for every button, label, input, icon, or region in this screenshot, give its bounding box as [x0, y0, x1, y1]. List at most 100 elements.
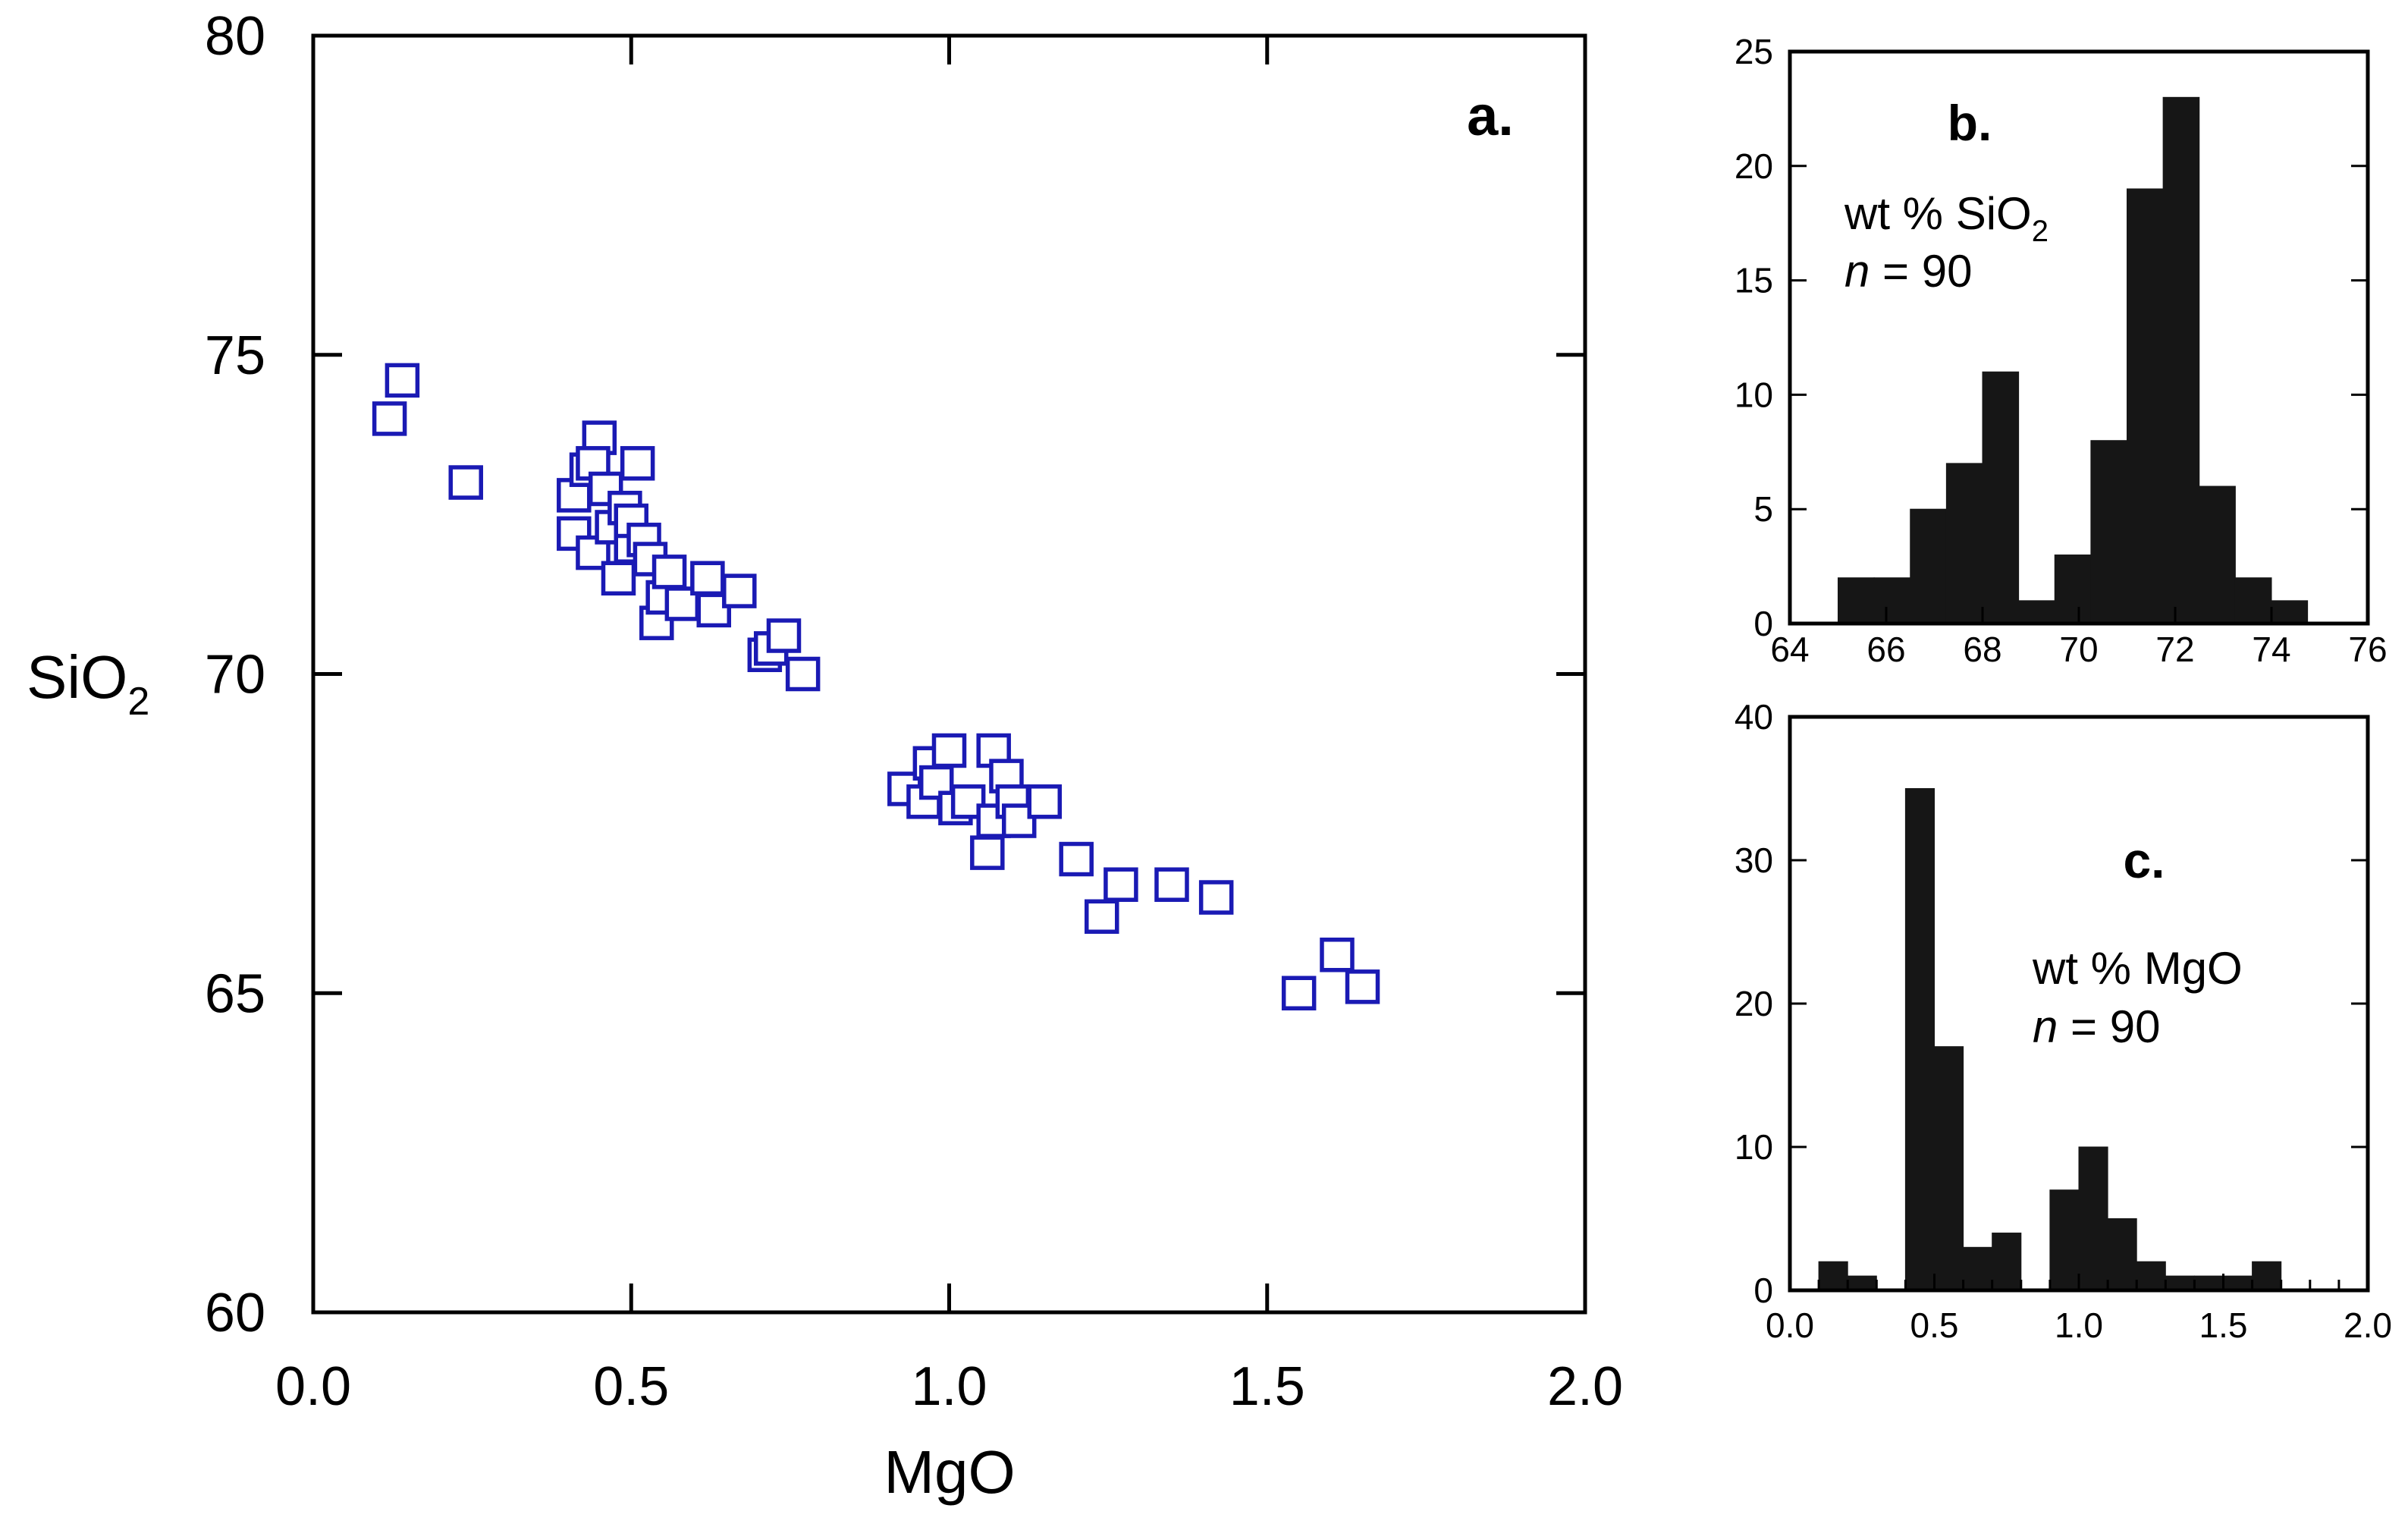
histogram-x-tick-label: 74: [2252, 630, 2290, 669]
scatter-y-tick-label: 65: [205, 963, 265, 1024]
histogram-y-tick-label: 10: [1735, 375, 1773, 414]
scatter-point-24: [722, 573, 757, 608]
scatter-point-36: [970, 835, 1005, 870]
scatter-point-0: [372, 401, 407, 436]
scatter-x-tick-label: 1.0: [911, 1356, 987, 1417]
histogram-bar-8: [2049, 1189, 2080, 1291]
histogram-b-y-tick-labels: 0 5 10 15 20 25: [1735, 32, 1773, 643]
scatter-plot-frame: [311, 33, 1587, 1315]
histogram-b-ticks: [1788, 50, 2369, 625]
scatter-point-50: [1345, 969, 1380, 1004]
histogram-bar-4: [1934, 1046, 1964, 1291]
scatter-point-22: [690, 561, 725, 596]
histogram-bar-8: [2127, 188, 2164, 624]
scatter-y-axis-label: SiO2: [27, 643, 149, 724]
y-label-main: SiO: [27, 643, 127, 711]
scatter-point-42: [1027, 784, 1063, 819]
y-label-subscript: 2: [127, 680, 149, 724]
scatter-y-tick-label: 70: [205, 645, 265, 705]
scatter-point-2: [448, 465, 483, 500]
histogram-bar-1: [1873, 577, 1911, 624]
histogram-x-tick-label: 1.5: [2199, 1305, 2248, 1345]
scatter-point-6: [576, 535, 611, 570]
histogram-bar-4: [1982, 371, 2020, 624]
histogram-x-tick-label: 72: [2155, 630, 2194, 669]
scatter-y-tick-label: 80: [205, 6, 265, 67]
histogram-y-tick-label: 20: [1735, 984, 1773, 1023]
histogram-bar-12: [2271, 600, 2309, 624]
histogram-bar-6: [2054, 555, 2092, 624]
scatter-point-41: [1001, 803, 1037, 838]
histogram-bar-9: [2162, 96, 2200, 624]
scatter-point-44: [1084, 899, 1119, 935]
scatter-point-20: [651, 555, 687, 589]
histogram-c-y-tick-labels: 0 10 20 30 40: [1735, 697, 1773, 1310]
histogram-bars-mgo: [1818, 788, 2282, 1291]
scatter-x-tick-label: 0.5: [593, 1356, 669, 1417]
histogram-y-tick-label: 5: [1753, 489, 1773, 529]
histogram-bar-7: [2090, 440, 2127, 624]
scatter-y-tick-label: 75: [205, 325, 265, 386]
scatter-point-1: [385, 363, 420, 398]
scatter-y-tick-labels: 60 65 70 75 80: [205, 6, 265, 1343]
scatter-point-15: [620, 446, 655, 481]
histogram-x-tick-label: 76: [2348, 630, 2387, 669]
scatter-point-4: [557, 516, 592, 551]
scatter-point-11: [601, 561, 636, 596]
histogram-y-tick-label: 20: [1735, 146, 1773, 186]
scatter-x-axis-label: MgO: [884, 1438, 1015, 1506]
histogram-x-tick-label: 64: [1770, 630, 1809, 669]
histogram-bar-11: [2234, 577, 2272, 624]
histogram-c-count-label: n = 90: [2033, 1001, 2161, 1052]
histogram-bar-11: [2136, 1261, 2166, 1291]
histogram-b-count-label: n = 90: [1844, 246, 1973, 297]
histogram-bar-0: [1818, 1261, 1848, 1291]
scatter-point-47: [1198, 880, 1234, 915]
panel-label-c: c.: [2123, 832, 2165, 888]
histogram-x-tick-label: 0.5: [1910, 1305, 1959, 1345]
scatter-x-tick-labels: 0.0 0.5 1.0 1.5 2.0: [275, 1356, 1623, 1417]
panel-label-a: a.: [1467, 84, 1514, 147]
panel-label-b: b.: [1948, 95, 1992, 151]
histogram-bar-15: [2252, 1261, 2282, 1291]
histogram-bar-13: [2193, 1275, 2224, 1291]
histogram-c-x-tick-labels: 0.0 0.5 1.0 1.5 2.0: [1766, 1305, 2392, 1345]
scatter-point-45: [1104, 867, 1138, 902]
annotation-b-n: n: [1844, 246, 1870, 297]
histogram-x-tick-label: 2.0: [2344, 1305, 2392, 1345]
scatter-x-tick-label: 1.5: [1229, 1356, 1305, 1417]
histogram-panel-b: 64 66 68 70 72 74 76 0 5 10 15 20 25 b. wt % SiO2 n…: [1735, 32, 2388, 669]
histogram-b-variable-label: wt % SiO2: [1844, 188, 2049, 248]
annotation-c-n-value: = 90: [2058, 1001, 2160, 1052]
histogram-bar-3: [1945, 463, 1983, 624]
histogram-c-ticks: [1788, 715, 2369, 1292]
histogram-x-tick-label: 70: [2059, 630, 2098, 669]
histogram-y-tick-label: 30: [1735, 840, 1773, 880]
histogram-bar-5: [2018, 600, 2055, 624]
histogram-y-tick-label: 15: [1735, 261, 1773, 300]
annotation-c-n: n: [2033, 1001, 2058, 1052]
histogram-y-tick-label: 25: [1735, 32, 1773, 71]
histogram-bar-1: [1847, 1275, 1877, 1291]
histogram-bar-5: [1963, 1246, 1993, 1291]
histogram-bar-6: [1992, 1232, 2022, 1291]
annotation-b-subscript: 2: [2032, 215, 2049, 248]
scatter-point-33: [931, 733, 967, 768]
annotation-b-n-value: = 90: [1870, 246, 1972, 297]
histogram-y-tick-label: 0: [1753, 604, 1773, 643]
histogram-bar-2: [1910, 508, 1947, 624]
histogram-bar-10: [2107, 1218, 2137, 1291]
scatter-point-49: [1320, 938, 1355, 972]
histogram-bar-9: [2078, 1146, 2108, 1291]
scatter-point-46: [1154, 867, 1189, 902]
histogram-bar-14: [2223, 1275, 2253, 1291]
histogram-y-tick-label: 10: [1735, 1127, 1773, 1167]
scatter-panel-a: 0.0 0.5 1.0 1.5 2.0 60 65 70 75 80 a. MgO SiO2: [27, 6, 1623, 1506]
scatter-points: [372, 363, 1380, 1010]
scatter-point-28: [785, 656, 821, 692]
scatter-y-tick-label: 60: [205, 1283, 265, 1343]
histogram-x-tick-label: 0.0: [1766, 1305, 1814, 1345]
scatter-point-48: [1281, 976, 1317, 1010]
histogram-bar-12: [2165, 1275, 2195, 1291]
